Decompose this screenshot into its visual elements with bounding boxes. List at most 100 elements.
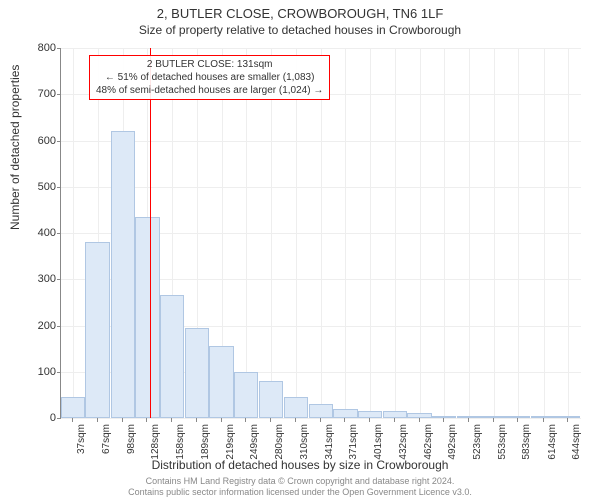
xtick-mark — [122, 418, 123, 422]
xtick-label: 128sqm — [150, 424, 161, 460]
xtick-mark — [493, 418, 494, 422]
x-axis-label: Distribution of detached houses by size … — [0, 458, 600, 472]
histogram-bar — [383, 411, 407, 418]
ytick-label: 400 — [16, 227, 56, 239]
gridline-v — [296, 48, 297, 418]
gridline-v — [444, 48, 445, 418]
ytick-mark — [57, 372, 61, 373]
histogram-bar — [309, 404, 333, 418]
xtick-mark — [72, 418, 73, 422]
annotation-box: 2 BUTLER CLOSE: 131sqm ← 51% of detached… — [89, 55, 330, 100]
xtick-label: 614sqm — [547, 424, 558, 460]
gridline-v — [494, 48, 495, 418]
ytick-mark — [57, 418, 61, 419]
footer-text: Contains HM Land Registry data © Crown c… — [0, 476, 600, 498]
histogram-bar — [457, 416, 481, 418]
xtick-mark — [419, 418, 420, 422]
xtick-label: 644sqm — [571, 424, 582, 460]
plot-area: 2 BUTLER CLOSE: 131sqm ← 51% of detached… — [60, 48, 581, 419]
histogram-bar — [135, 217, 159, 418]
xtick-mark — [468, 418, 469, 422]
histogram-bar — [185, 328, 209, 418]
reference-line — [150, 48, 151, 418]
xtick-label: 67sqm — [101, 424, 112, 454]
ytick-label: 500 — [16, 181, 56, 193]
annotation-line2: ← 51% of detached houses are smaller (1,… — [96, 71, 323, 84]
xtick-mark — [196, 418, 197, 422]
xtick-label: 553sqm — [497, 424, 508, 460]
chart-title: 2, BUTLER CLOSE, CROWBOROUGH, TN6 1LF — [0, 0, 600, 21]
ytick-label: 600 — [16, 135, 56, 147]
histogram-bar — [111, 131, 135, 418]
xtick-mark — [245, 418, 246, 422]
xtick-mark — [320, 418, 321, 422]
ytick-mark — [57, 141, 61, 142]
ytick-label: 700 — [16, 88, 56, 100]
xtick-mark — [344, 418, 345, 422]
xtick-mark — [270, 418, 271, 422]
xtick-label: 583sqm — [521, 424, 532, 460]
chart-subtitle: Size of property relative to detached ho… — [0, 21, 600, 37]
gridline-v — [370, 48, 371, 418]
annotation-line1: 2 BUTLER CLOSE: 131sqm — [96, 58, 323, 71]
xtick-mark — [171, 418, 172, 422]
xtick-label: 37sqm — [76, 424, 87, 454]
footer-line2: Contains public sector information licen… — [0, 487, 600, 498]
gridline-v — [271, 48, 272, 418]
xtick-mark — [567, 418, 568, 422]
xtick-mark — [543, 418, 544, 422]
xtick-label: 189sqm — [200, 424, 211, 460]
histogram-bar — [407, 413, 431, 418]
histogram-bar — [506, 416, 530, 418]
ytick-label: 0 — [16, 412, 56, 424]
gridline-h — [61, 418, 581, 419]
histogram-bar — [209, 346, 233, 418]
histogram-bar — [531, 416, 555, 418]
gridline-v — [518, 48, 519, 418]
gridline-v — [246, 48, 247, 418]
histogram-bar — [432, 416, 456, 418]
ytick-mark — [57, 48, 61, 49]
histogram-bar — [358, 411, 382, 418]
gridline-v — [568, 48, 569, 418]
xtick-label: 158sqm — [175, 424, 186, 460]
histogram-bar — [160, 295, 184, 418]
histogram-bar — [61, 397, 85, 418]
ytick-label: 100 — [16, 366, 56, 378]
ytick-label: 800 — [16, 42, 56, 54]
histogram-bar — [482, 416, 506, 418]
ytick-mark — [57, 94, 61, 95]
xtick-mark — [517, 418, 518, 422]
xtick-mark — [295, 418, 296, 422]
xtick-label: 219sqm — [225, 424, 236, 460]
chart-container: 2, BUTLER CLOSE, CROWBOROUGH, TN6 1LF Si… — [0, 0, 600, 500]
histogram-bar — [85, 242, 109, 418]
xtick-label: 492sqm — [447, 424, 458, 460]
xtick-label: 310sqm — [299, 424, 310, 460]
gridline-v — [544, 48, 545, 418]
xtick-label: 341sqm — [324, 424, 335, 460]
xtick-label: 462sqm — [423, 424, 434, 460]
gridline-v — [345, 48, 346, 418]
ytick-mark — [57, 187, 61, 188]
xtick-mark — [443, 418, 444, 422]
xtick-label: 98sqm — [126, 424, 137, 454]
gridline-v — [321, 48, 322, 418]
footer-line1: Contains HM Land Registry data © Crown c… — [0, 476, 600, 487]
ytick-mark — [57, 279, 61, 280]
histogram-bar — [259, 381, 283, 418]
histogram-bar — [234, 372, 258, 418]
histogram-bar — [284, 397, 308, 418]
xtick-label: 249sqm — [249, 424, 260, 460]
xtick-label: 432sqm — [398, 424, 409, 460]
xtick-mark — [394, 418, 395, 422]
gridline-v — [395, 48, 396, 418]
ytick-mark — [57, 326, 61, 327]
xtick-mark — [369, 418, 370, 422]
xtick-mark — [97, 418, 98, 422]
xtick-label: 280sqm — [274, 424, 285, 460]
histogram-bar — [333, 409, 357, 418]
ytick-label: 200 — [16, 320, 56, 332]
ytick-label: 300 — [16, 273, 56, 285]
gridline-v — [469, 48, 470, 418]
